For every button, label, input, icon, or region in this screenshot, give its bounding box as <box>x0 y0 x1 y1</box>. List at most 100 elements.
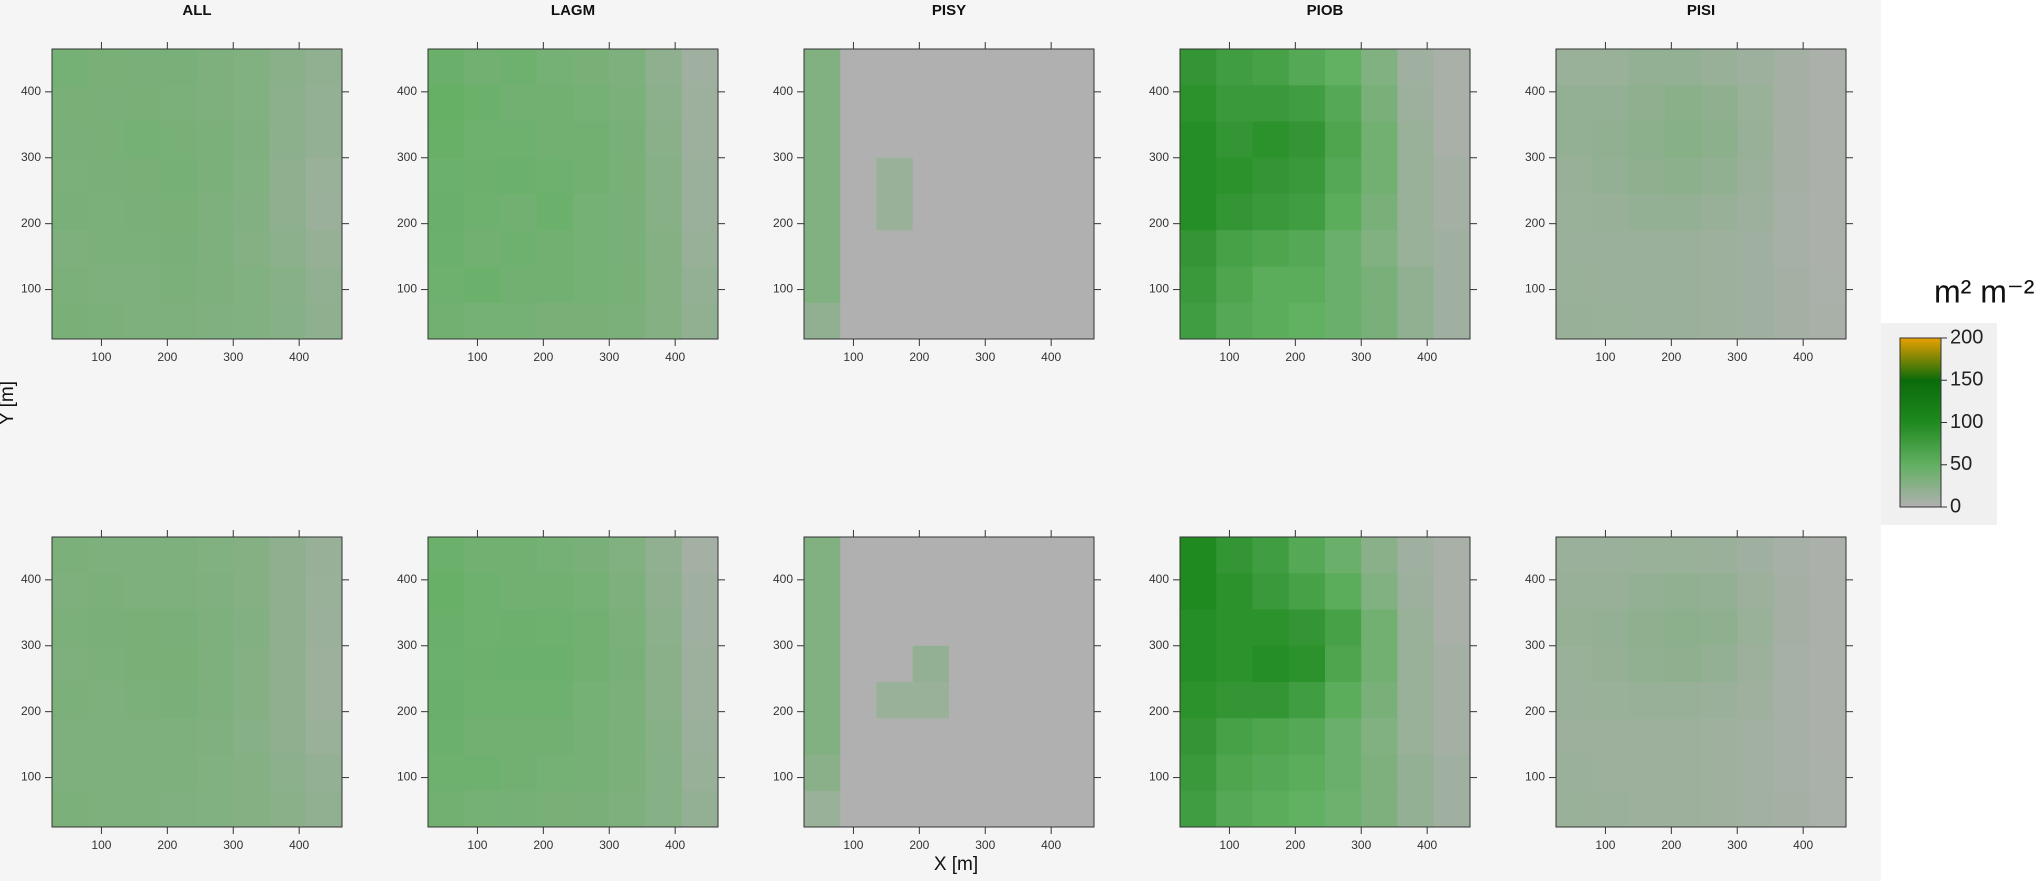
heatmap-cell <box>536 682 574 719</box>
heatmap-cell <box>500 718 538 755</box>
heatmap-cell <box>1664 754 1702 792</box>
heatmap-cell <box>1737 194 1774 231</box>
heatmap-cell <box>681 754 719 792</box>
heatmap-cell <box>1325 49 1362 86</box>
heatmap-cell <box>1288 718 1326 755</box>
heatmap-cell <box>985 266 1022 304</box>
heatmap-cell <box>645 609 683 647</box>
heatmap-cell <box>840 645 877 683</box>
x-tick-label: 300 <box>599 350 619 364</box>
heatmap-cell <box>804 157 841 195</box>
colorbar-tick-label: 0 <box>1950 495 1961 517</box>
heatmap-cell <box>1216 121 1253 159</box>
heatmap-cell <box>1433 718 1471 755</box>
heatmap-cell <box>124 302 162 340</box>
heatmap-cell <box>305 645 343 683</box>
heatmap-cell <box>464 49 501 86</box>
heatmap-cell <box>1216 682 1253 719</box>
heatmap-cell <box>124 266 162 304</box>
heatmap-cell <box>88 682 125 719</box>
heatmap-cell <box>912 537 950 574</box>
y-tick-label: 300 <box>773 150 793 164</box>
y-tick-label: 400 <box>773 572 793 586</box>
heatmap-cell <box>949 302 986 340</box>
heatmap-cell <box>197 230 234 267</box>
heatmap-cell <box>840 49 877 86</box>
heatmap-cell <box>1252 573 1290 610</box>
heatmap-cell <box>500 157 538 195</box>
heatmap-cell <box>428 790 465 828</box>
heatmap-cell <box>949 157 986 195</box>
heatmap-cell <box>1592 754 1629 792</box>
heatmap-cell <box>804 194 841 231</box>
heatmap-cell <box>1361 266 1398 304</box>
x-tick-label: 400 <box>665 350 685 364</box>
heatmap-cell <box>645 682 683 719</box>
heatmap-cell <box>1628 754 1666 792</box>
heatmap-cell <box>681 85 719 122</box>
heatmap-cell <box>52 266 89 304</box>
heatmap-cell <box>1288 266 1326 304</box>
heatmap-cell <box>912 230 950 267</box>
heatmap-cell <box>124 790 162 828</box>
heatmap-cell <box>645 302 683 340</box>
heatmap-cell <box>1325 230 1362 267</box>
heatmap-cell <box>1361 573 1398 610</box>
heatmap-cell <box>681 682 719 719</box>
x-tick-label: 100 <box>1595 838 1615 852</box>
heatmap-cell <box>1057 49 1095 86</box>
heatmap-cell <box>88 609 125 647</box>
heatmap-cell <box>985 682 1022 719</box>
heatmap-cell <box>124 573 162 610</box>
heatmap-cell <box>500 194 538 231</box>
heatmap-cell <box>1397 609 1435 647</box>
heatmap-cell <box>428 121 465 159</box>
heatmap-cell <box>1628 609 1666 647</box>
heatmap-cell <box>305 754 343 792</box>
x-tick-label: 400 <box>1417 350 1437 364</box>
heatmap-cell <box>1021 537 1059 574</box>
x-tick-label: 300 <box>223 838 243 852</box>
heatmap-cell <box>840 609 877 647</box>
heatmap-cell <box>1325 609 1362 647</box>
heatmap-cell <box>609 573 646 610</box>
heatmap-cell <box>464 573 501 610</box>
heatmap-cell <box>1773 85 1811 122</box>
heatmap-cell <box>1021 682 1059 719</box>
heatmap-cell <box>804 790 841 828</box>
heatmap-cell <box>52 573 89 610</box>
heatmap-cell <box>985 790 1022 828</box>
heatmap-cell <box>609 645 646 683</box>
y-tick-label: 400 <box>1149 572 1169 586</box>
heatmap-cell <box>985 754 1022 792</box>
heatmap-cell <box>912 157 950 195</box>
heatmap-cell <box>645 537 683 574</box>
heatmap-cell <box>804 718 841 755</box>
heatmap-cell <box>573 573 610 610</box>
heatmap-cell <box>1556 302 1593 340</box>
heatmap-cell <box>1628 266 1666 304</box>
heatmap-cell <box>160 157 198 195</box>
heatmap-cell <box>609 682 646 719</box>
heatmap-cell <box>949 790 986 828</box>
heatmap-cell <box>160 230 198 267</box>
heatmap-cell <box>876 609 914 647</box>
x-tick-label: 100 <box>91 838 111 852</box>
heatmap-cell <box>52 85 89 122</box>
heatmap-cell <box>1180 121 1217 159</box>
heatmap-cell <box>536 302 574 340</box>
heatmap-cell <box>88 49 125 86</box>
heatmap-cell <box>88 573 125 610</box>
heatmap-cell <box>428 718 465 755</box>
heatmap-cell <box>949 754 986 792</box>
panel-title: PISY <box>932 2 966 19</box>
heatmap-cell <box>464 302 501 340</box>
heatmap-cell <box>804 609 841 647</box>
heatmap-cell <box>1664 790 1702 828</box>
heatmap-cell <box>609 157 646 195</box>
heatmap-cell <box>573 682 610 719</box>
heatmap-cell <box>88 302 125 340</box>
heatmap-cell <box>536 266 574 304</box>
heatmap-cell <box>305 302 343 340</box>
colorbar-tick-label: 100 <box>1950 411 1983 433</box>
